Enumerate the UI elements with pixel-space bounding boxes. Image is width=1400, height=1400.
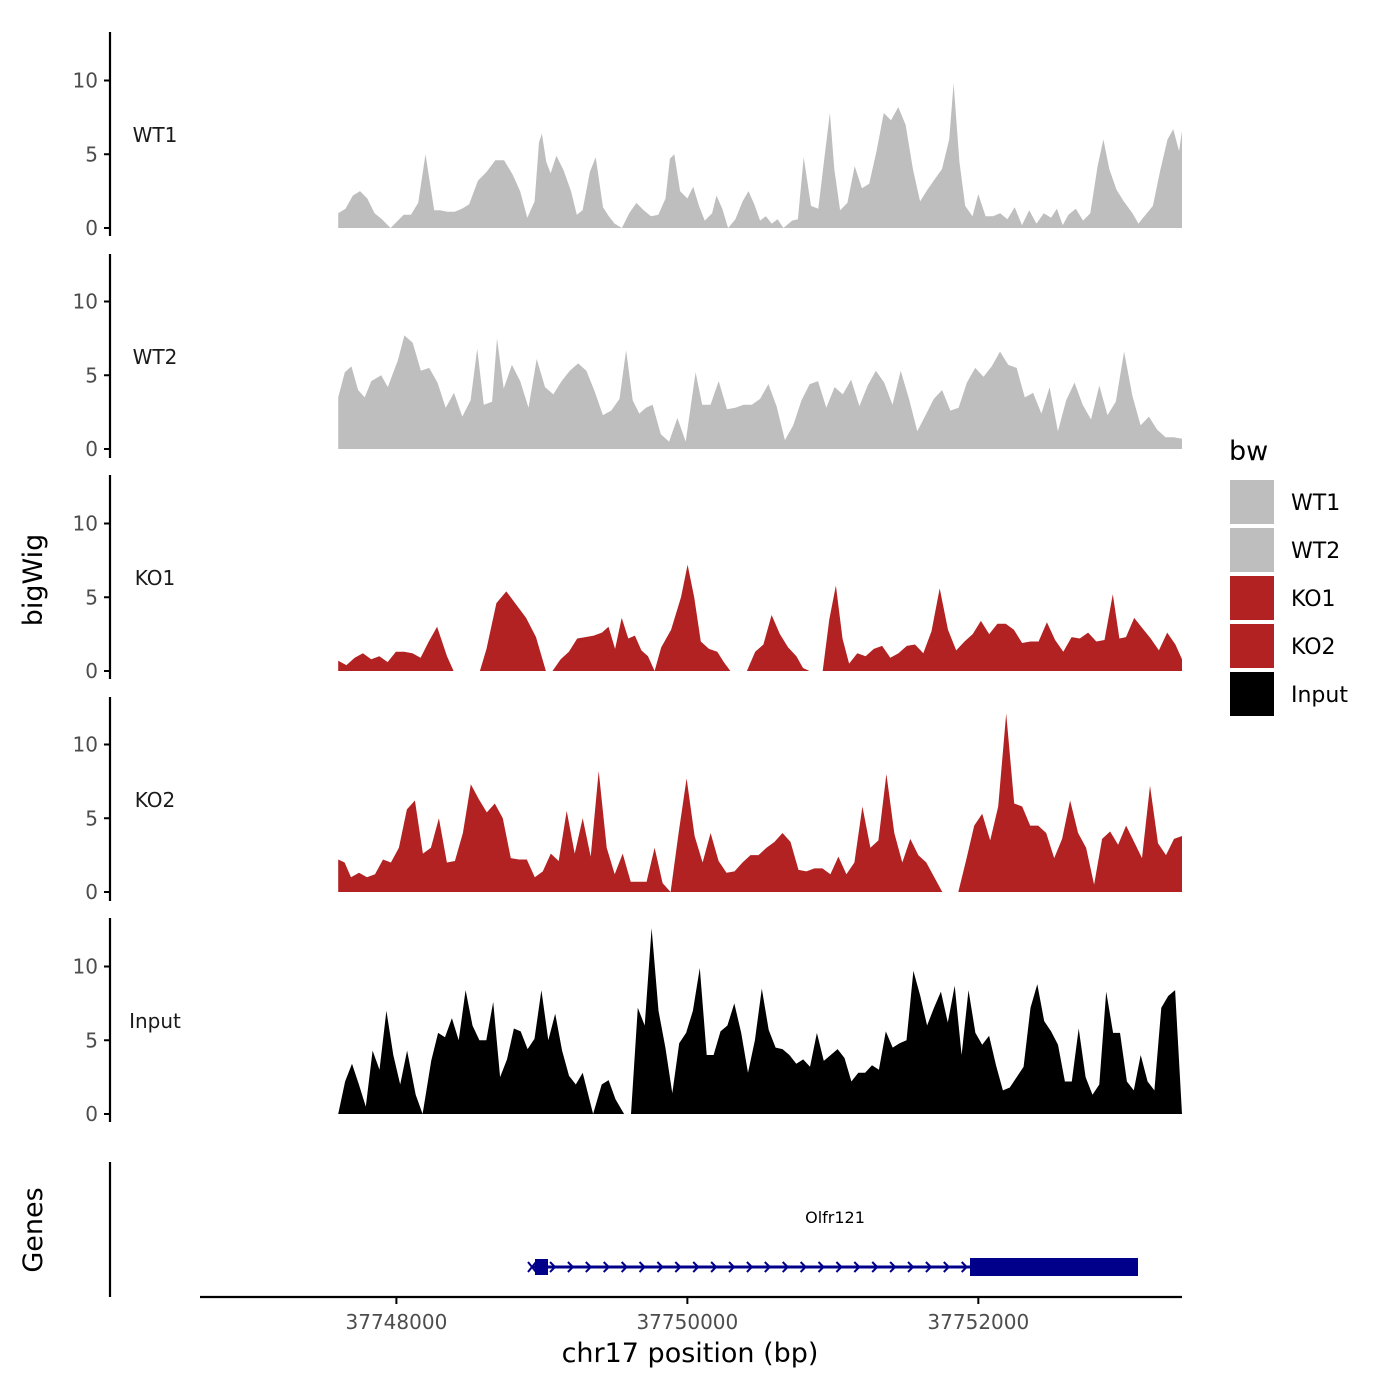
y-tick-label: 5 bbox=[85, 806, 98, 830]
signal-area-ko1 bbox=[552, 564, 731, 671]
y-tick-label: 0 bbox=[85, 880, 98, 904]
track-ko1: 0 5 10 KO1 bbox=[73, 475, 1182, 683]
legend-label-ko1: KO1 bbox=[1291, 587, 1336, 612]
legend-key-wt1 bbox=[1230, 480, 1274, 524]
track-label-wt2: WT2 bbox=[133, 345, 178, 369]
y-tick-label: 10 bbox=[73, 955, 98, 979]
genes-axis-title: Genes bbox=[18, 1187, 49, 1272]
y-tick-label: 0 bbox=[85, 216, 98, 240]
x-tick-label: 37750000 bbox=[636, 1310, 738, 1334]
y-tick-label: 0 bbox=[85, 659, 98, 683]
gene-track: Olfr121 bbox=[108, 1162, 1138, 1297]
signal-area-ko1 bbox=[822, 585, 1182, 671]
signal-area-ko1 bbox=[338, 626, 454, 671]
gene-start-mark bbox=[527, 1261, 537, 1273]
gene-strand-arrow bbox=[567, 1261, 575, 1273]
legend-key-ko2 bbox=[1230, 624, 1274, 668]
legend-key-wt2 bbox=[1230, 528, 1274, 572]
track-label-wt1: WT1 bbox=[133, 123, 178, 147]
x-axis-title: chr17 position (bp) bbox=[562, 1338, 819, 1369]
gene-strand-arrow bbox=[835, 1261, 843, 1273]
y-tick-label: 5 bbox=[85, 1028, 98, 1052]
track-wt1: 0 5 10 WT1 bbox=[73, 32, 1182, 240]
gene-strand-arrow bbox=[728, 1261, 736, 1273]
legend-label-wt2: WT2 bbox=[1291, 539, 1340, 564]
signal-area-ko1 bbox=[479, 591, 546, 671]
gene-strand-arrow bbox=[817, 1261, 825, 1273]
y-tick-label: 10 bbox=[73, 69, 98, 93]
track-ko2: 0 5 10 KO2 bbox=[73, 697, 1182, 904]
gene-strand-arrow bbox=[602, 1261, 611, 1273]
y-tick-label: 5 bbox=[85, 142, 98, 166]
track-label-ko1: KO1 bbox=[135, 566, 176, 590]
gene-strand-arrow bbox=[943, 1261, 951, 1273]
x-axis: 37748000 37750000 37752000 bbox=[200, 1295, 1182, 1334]
track-wt2: 0 5 10 WT2 bbox=[73, 254, 1182, 461]
signal-area-ko2 bbox=[338, 771, 943, 892]
y-tick-label: 5 bbox=[85, 363, 98, 387]
y-tick-label: 0 bbox=[85, 1102, 98, 1126]
gene-strand-arrow bbox=[710, 1261, 718, 1273]
tracks-group: 0 5 10 WT1 0 5 10 WT2 0 5 10 KO1 0 5 10 KO2 0 5 10 Input bbox=[73, 32, 1182, 1126]
x-tick-label: 37748000 bbox=[346, 1310, 448, 1334]
y-tick-label: 0 bbox=[85, 437, 98, 461]
gene-strand-arrow bbox=[746, 1261, 754, 1273]
y-tick-label: 10 bbox=[73, 290, 98, 314]
legend-label-ko2: KO2 bbox=[1291, 635, 1336, 660]
track-input: 0 5 10 Input bbox=[73, 918, 1182, 1126]
y-tick-label: 10 bbox=[73, 733, 98, 757]
y-tick-label: 5 bbox=[85, 585, 98, 609]
gene-strand-arrow bbox=[960, 1261, 969, 1273]
gene-strand-arrow bbox=[799, 1261, 808, 1273]
y-axis-title: bigWig bbox=[18, 534, 49, 627]
legend-key-ko1 bbox=[1230, 576, 1274, 620]
signal-area-ko2 bbox=[958, 713, 1182, 892]
gene-strand-arrow bbox=[692, 1261, 700, 1273]
gene-utr-box bbox=[535, 1259, 548, 1275]
gene-strand-arrow bbox=[889, 1261, 897, 1273]
signal-area-wt2 bbox=[338, 335, 1182, 449]
legend: bw WT1 WT2 KO1 KO2 Input bbox=[1229, 436, 1348, 716]
signal-area-input bbox=[338, 928, 1182, 1114]
gene-strand-arrow bbox=[925, 1261, 933, 1273]
gene-strand-arrow bbox=[764, 1261, 772, 1273]
y-tick-label: 10 bbox=[73, 512, 98, 536]
gene-strand-arrow bbox=[656, 1261, 664, 1273]
gene-strand-arrow bbox=[853, 1261, 861, 1273]
gene-strand-arrow bbox=[638, 1261, 646, 1273]
gene-strand-arrow bbox=[907, 1261, 915, 1273]
gene-strand-arrow bbox=[549, 1261, 557, 1273]
legend-label-input: Input bbox=[1291, 683, 1348, 708]
gene-strand-arrow bbox=[674, 1261, 682, 1273]
legend-key-input bbox=[1230, 672, 1274, 716]
gene-strand-arrow bbox=[781, 1261, 790, 1273]
gene-strand-arrow bbox=[620, 1261, 629, 1273]
gene-strand-arrow bbox=[871, 1261, 879, 1273]
legend-label-wt1: WT1 bbox=[1291, 491, 1340, 516]
gene-strand-arrow bbox=[585, 1261, 593, 1273]
gene-cds-box bbox=[970, 1258, 1138, 1276]
signal-area-ko1 bbox=[746, 615, 810, 671]
track-label-ko2: KO2 bbox=[135, 788, 176, 812]
x-tick-label: 37752000 bbox=[927, 1310, 1029, 1334]
signal-area-wt1 bbox=[338, 83, 1182, 229]
legend-title: bw bbox=[1229, 436, 1268, 467]
gene-label: Olfr121 bbox=[805, 1208, 865, 1227]
track-label-input: Input bbox=[129, 1009, 181, 1033]
